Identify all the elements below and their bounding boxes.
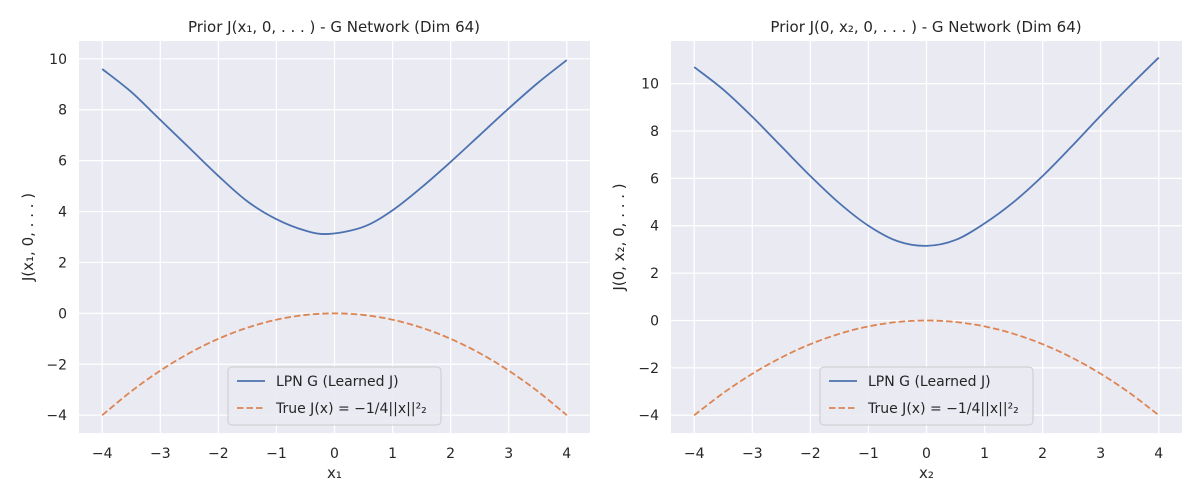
chart-0-xtick-label: 0 — [330, 446, 339, 462]
chart-left: −4 −3 −2 −1 0 1 2 3 4 −4 −2 0 2 4 6 8 10 Prior J(x₁, 0, .… — [19, 18, 590, 482]
chart-0-series-true-line — [101, 312, 568, 416]
chart-1-ytick-label: 10 — [641, 77, 659, 93]
chart-1-legend-box — [819, 366, 1034, 426]
chart-right: −4 −3 −2 −1 0 1 2 3 4 −4 −2 0 2 4 6 8 10 Prior J(0, x₂, 0… — [610, 18, 1182, 482]
chart-1-ytick-label: −4 — [638, 408, 659, 424]
chart-1-xtick-label: −4 — [684, 446, 705, 462]
chart-0-ytick-label: 2 — [58, 255, 67, 271]
chart-1-ytick-label: 4 — [650, 219, 659, 235]
chart-1-ytick-label: 2 — [650, 266, 659, 282]
chart-0-ytick-label: 10 — [49, 52, 67, 68]
chart-1-title: Prior J(0, x₂, 0, . . . ) - G Network (D… — [770, 18, 1081, 36]
chart-0-xtick-label: −3 — [150, 446, 171, 462]
chart-1-xtick-label: 1 — [980, 446, 989, 462]
chart-1-ytick-label: −2 — [638, 361, 659, 377]
chart-0-ytick-label: 6 — [58, 154, 67, 170]
chart-1-xtick-label: 2 — [1038, 446, 1047, 462]
chart-1-ylabel: J(0, x₂, 0, . . . ) — [610, 183, 628, 291]
chart-1-series-true-line — [693, 319, 1160, 416]
chart-0-ytick-label: 8 — [58, 103, 67, 119]
chart-1-xtick-label: 0 — [922, 446, 931, 462]
chart-1-ytick-label: 0 — [650, 313, 659, 329]
chart-0-xlabel: x₁ — [327, 464, 342, 482]
chart-0-legend: LPN G (Learned J) True J(x) = −1/4||x||²₂ — [227, 366, 442, 426]
chart-0-ytick-label: −4 — [46, 408, 67, 424]
chart-0-xtick-label: 4 — [562, 446, 571, 462]
chart-0-xtick-label: 3 — [504, 446, 513, 462]
chart-1-legend: LPN G (Learned J) True J(x) = −1/4||x||²₂ — [819, 366, 1034, 426]
chart-0-series-learned-line — [101, 59, 568, 235]
chart-0-legend-label-0: LPN G (Learned J) — [276, 374, 399, 390]
chart-0-ytick-label: 0 — [58, 306, 67, 322]
chart-0-xtick-label: 1 — [388, 446, 397, 462]
chart-0-legend-label-1: True J(x) = −1/4||x||²₂ — [275, 401, 427, 417]
chart-0-legend-box — [227, 366, 442, 426]
chart-0-title: Prior J(x₁, 0, . . . ) - G Network (Dim … — [188, 18, 480, 36]
chart-0-ytick-label: −2 — [46, 357, 67, 373]
chart-1-xtick-label: −2 — [800, 446, 821, 462]
chart-1-xtick-label: 3 — [1096, 446, 1105, 462]
chart-1-ytick-label: 8 — [650, 124, 659, 140]
chart-1-xlabel: x₂ — [919, 464, 934, 482]
chart-1-xtick-label: −3 — [742, 446, 763, 462]
chart-1-series-learned-line — [693, 56, 1160, 247]
chart-0-ytick-label: 4 — [58, 205, 67, 221]
chart-1-xtick-label: −1 — [858, 446, 879, 462]
chart-1-xtick-label: 4 — [1154, 446, 1163, 462]
chart-0-xtick-label: −2 — [208, 446, 229, 462]
chart-0-xtick-label: −1 — [266, 446, 287, 462]
chart-0-xtick-label: −4 — [92, 446, 113, 462]
chart-1-ytick-label: 6 — [650, 171, 659, 187]
chart-0-xtick-label: 2 — [446, 446, 455, 462]
chart-0-ylabel: J(x₁, 0, . . . ) — [19, 193, 37, 282]
chart-1-legend-label-0: LPN G (Learned J) — [868, 374, 991, 390]
chart-1-legend-label-1: True J(x) = −1/4||x||²₂ — [867, 401, 1019, 417]
